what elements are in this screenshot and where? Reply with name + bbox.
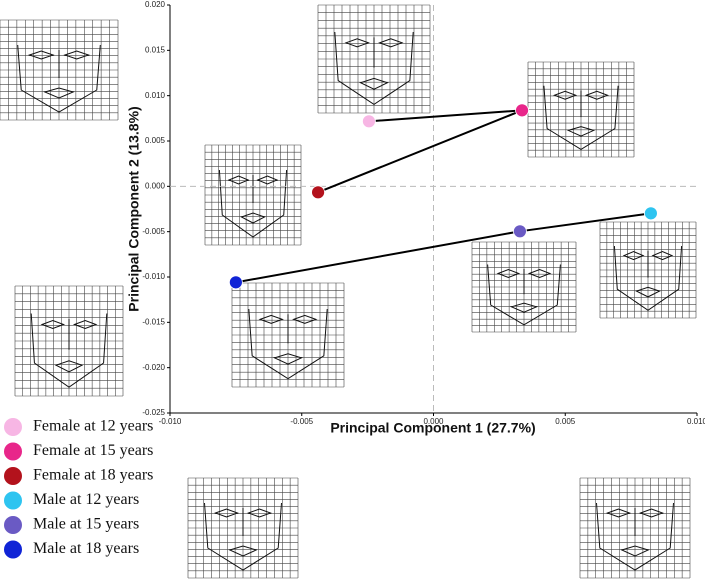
y-tick-label: -0.010	[142, 272, 165, 281]
face-eyes	[227, 175, 279, 185]
face-eyes	[496, 268, 552, 279]
y-tick-label: -0.015	[142, 317, 165, 326]
legend-marker	[4, 418, 22, 436]
face-nose-mouth	[566, 90, 596, 137]
point	[513, 224, 527, 239]
face-grid	[0, 19, 119, 121]
y-tick-label: 0.000	[145, 181, 166, 190]
y-tick-label: 0.015	[145, 45, 166, 54]
legend-label: Female at 12 years	[33, 418, 153, 435]
x-tick-label: 0.000	[423, 417, 444, 426]
face-nose-mouth	[43, 50, 75, 99]
x-tick-label: -0.005	[290, 417, 313, 426]
face-eyes	[258, 314, 318, 324]
face-grid	[204, 144, 302, 246]
face-nose-mouth	[273, 314, 303, 365]
face-eyes	[40, 319, 98, 330]
y-tick-label: -0.005	[142, 227, 165, 236]
legend-label: Female at 18 years	[33, 467, 153, 484]
legend-marker	[4, 467, 22, 485]
legend-marker	[4, 491, 22, 510]
face-outline	[218, 169, 288, 238]
point	[228, 275, 243, 290]
x-tick-label: 0.005	[555, 417, 576, 426]
face-eyes	[622, 251, 674, 261]
face-grid	[471, 241, 577, 333]
point	[311, 185, 325, 200]
face-nose-mouth	[359, 37, 389, 90]
face-outline	[487, 264, 561, 326]
face-outline	[613, 245, 683, 311]
x-axis-title: Principal Component 1 (27.7%)	[330, 420, 535, 436]
series-line	[317, 109, 523, 194]
x-tick-label: 0.010	[687, 417, 705, 426]
face-grid	[599, 221, 697, 319]
y-axis-title: Principal Component 2 (13.8%)	[126, 106, 142, 311]
face-grid	[527, 61, 635, 158]
face-outline	[17, 44, 101, 113]
face-nose-mouth	[240, 175, 266, 224]
legend-label: Male at 15 years	[33, 516, 139, 533]
face-nose-mouth	[620, 508, 650, 557]
legend-marker	[4, 442, 22, 461]
face-grid	[317, 4, 431, 114]
face-grid	[14, 285, 124, 397]
face-outline	[543, 85, 619, 150]
legend-label: Female at 15 years	[33, 442, 153, 459]
face-grid	[231, 282, 345, 388]
legend-label: Male at 18 years	[33, 540, 139, 557]
y-tick-label: 0.020	[145, 0, 166, 9]
face-grid	[579, 477, 691, 579]
y-tick-label: -0.025	[142, 408, 165, 417]
legend-marker	[4, 540, 22, 559]
face-nose-mouth	[54, 319, 84, 373]
legend-label: Male at 12 years	[33, 491, 139, 508]
x-tick-label: -0.010	[159, 417, 182, 426]
face-eyes	[214, 508, 272, 518]
point	[362, 114, 376, 129]
face-outline	[204, 502, 282, 571]
legend-marker	[4, 516, 22, 534]
point	[515, 103, 529, 118]
face-nose-mouth	[635, 250, 661, 298]
face-nose-mouth	[510, 269, 538, 313]
face-outline	[596, 502, 674, 571]
face-eyes	[344, 38, 404, 48]
point	[643, 206, 658, 221]
face-eyes	[553, 90, 609, 100]
face-eyes	[606, 508, 664, 518]
face-outline	[30, 313, 108, 388]
y-tick-label: -0.020	[142, 363, 165, 372]
face-grid	[187, 477, 299, 579]
y-tick-label: 0.005	[145, 136, 166, 145]
face-eyes	[27, 50, 91, 60]
y-tick-label: 0.010	[145, 91, 166, 100]
face-outline	[248, 308, 328, 380]
face-nose-mouth	[228, 508, 258, 557]
face-outline	[334, 31, 414, 105]
